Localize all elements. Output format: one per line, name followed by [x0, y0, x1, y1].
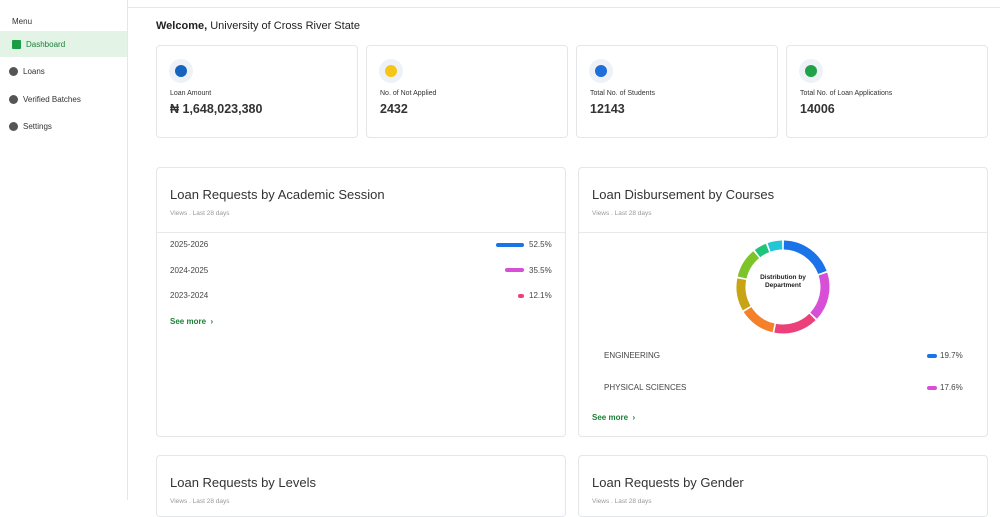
stat-card: Loan Amount ₦ 1,648,023,380: [156, 45, 358, 138]
menu-label: Menu: [12, 17, 33, 26]
levels-card: Loan Requests by Levels Views . Last 28 …: [156, 455, 566, 517]
see-more-text[interactable]: See more: [170, 317, 207, 326]
card-subtitle: Views . Last 28 days: [170, 498, 230, 505]
nav-label[interactable]: Settings: [23, 122, 52, 131]
stat-icon: [589, 59, 613, 83]
see-more[interactable]: See more ›: [592, 413, 636, 422]
card-subtitle: Views . Last 28 days: [592, 210, 652, 217]
stat-value: ₦ 1,648,023,380: [170, 102, 263, 116]
donut-segment: [783, 240, 827, 275]
stat-value: 2432: [380, 102, 408, 116]
session-value: 52.5%: [529, 240, 552, 249]
session-value: 12.1%: [529, 291, 552, 300]
nav-icon: [12, 39, 21, 49]
top-bar: [128, 0, 1000, 8]
stat-icon-glyph: [385, 65, 397, 77]
nav-label[interactable]: Dashboard: [26, 39, 66, 49]
stat-label: No. of Not Applied: [380, 90, 437, 97]
university-name: University of Cross River State: [210, 20, 360, 32]
sidebar: Menu Dashboard Loans Verified Batches Setti…: [0, 0, 128, 500]
session-label: 2025-2026: [170, 240, 209, 249]
donut-segment: [737, 251, 760, 279]
gender-card: Loan Requests by Gender Views . Last 28 …: [578, 455, 988, 517]
card-title: Loan Requests by Levels: [170, 475, 316, 490]
nav-item[interactable]: Settings: [0, 114, 127, 140]
legend-swatch: [927, 354, 937, 358]
stat-icon: [799, 59, 823, 83]
stat-label: Loan Amount: [170, 90, 212, 97]
card-title: Loan Disbursement by Courses: [592, 187, 775, 202]
divider: [157, 232, 565, 233]
donut-segment: [774, 313, 816, 334]
donut-segment: [736, 278, 751, 311]
nav-label[interactable]: Loans: [23, 67, 45, 76]
donut-chart: Distribution by Department ENGINEERING 19.7…: [604, 240, 963, 392]
card-subtitle: Views . Last 28 days: [592, 498, 652, 505]
center-label-line: Distribution by: [760, 274, 806, 281]
donut-center-label: Distribution by Department: [760, 274, 806, 289]
nav-item[interactable]: Verified Batches: [0, 86, 127, 112]
center-label-line: Department: [765, 282, 802, 289]
nav-icon: [9, 67, 18, 76]
card-subtitle: Views . Last 28 days: [170, 210, 230, 217]
stat-card: No. of Not Applied 2432: [366, 45, 568, 138]
donut-segment: [810, 272, 830, 319]
legend-label: PHYSICAL SCIENCES: [604, 383, 686, 392]
sessions-card: Loan Requests by Academic Session Views …: [156, 167, 566, 437]
stat-value: 12143: [590, 102, 625, 116]
nav-label[interactable]: Verified Batches: [23, 94, 81, 104]
session-label: 2023-2024: [170, 291, 209, 300]
legend-value: 19.7%: [940, 351, 963, 360]
nav-icon: [9, 94, 18, 104]
legend-label: ENGINEERING: [604, 351, 660, 360]
donut-segment: [743, 306, 775, 333]
stat-card: Total No. of Students 12143: [576, 45, 778, 138]
donut-segment: [767, 240, 783, 252]
session-label: 2024-2025: [170, 265, 209, 275]
donut-segment: [754, 243, 770, 258]
stat-label: Total No. of Students: [590, 90, 655, 97]
stat-icon-glyph: [805, 65, 817, 77]
stat-icon: [379, 59, 403, 83]
greeting: Welcome,: [156, 20, 208, 32]
progress-bar: [505, 268, 524, 272]
stat-icon-glyph: [175, 65, 187, 77]
stat-value: 14006: [800, 102, 835, 116]
legend-swatch: [927, 386, 937, 390]
card-title: Loan Requests by Academic Session: [170, 187, 385, 202]
stat-icon-glyph: [595, 65, 607, 77]
progress-bar: [517, 293, 524, 298]
welcome: Welcome, University of Cross River State: [156, 20, 360, 32]
legend-value: 17.6%: [940, 383, 963, 392]
divider: [579, 232, 987, 233]
nav-icon: [9, 122, 18, 131]
card-title: Loan Requests by Gender: [592, 475, 744, 490]
stat-icon: [169, 59, 193, 83]
see-more[interactable]: See more ›: [170, 317, 214, 326]
session-value: 35.5%: [529, 265, 552, 275]
courses-card: Loan Disbursement by Courses Views . Las…: [578, 167, 988, 437]
see-more-text[interactable]: See more: [592, 413, 629, 422]
nav-item[interactable]: Dashboard: [0, 31, 127, 57]
stat-label: Total No. of Loan Applications: [800, 90, 893, 97]
progress-bar: [496, 242, 524, 247]
stat-card: Total No. of Loan Applications 14006: [786, 45, 988, 138]
nav-item[interactable]: Loans: [0, 59, 127, 85]
